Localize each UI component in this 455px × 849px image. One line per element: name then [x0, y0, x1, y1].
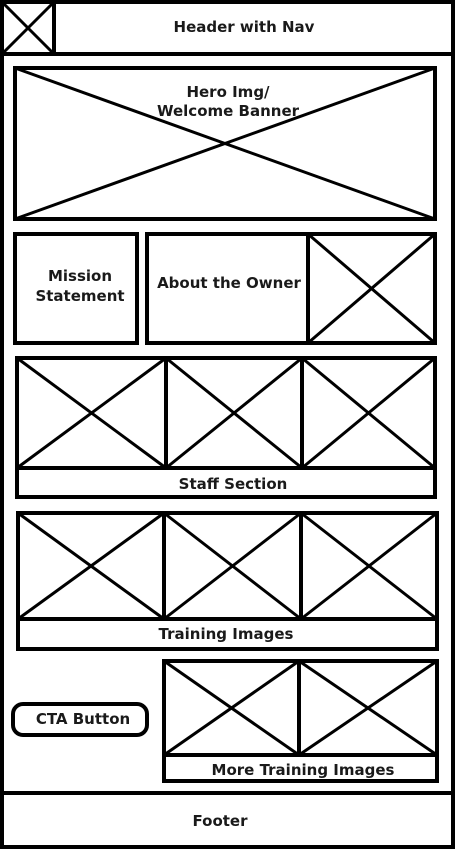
image-placeholder-icon	[162, 511, 303, 621]
hero-label-line1: Hero Img/	[186, 83, 270, 101]
image-placeholder-icon	[300, 356, 437, 470]
about-owner-section: About the Owner	[145, 232, 437, 345]
image-placeholder-icon	[15, 356, 168, 470]
staff-label: Staff Section	[179, 475, 288, 493]
hero-cross-line	[14, 66, 436, 221]
hero-banner: Hero Img/ Welcome Banner	[13, 66, 437, 221]
training-images-section: Training Images	[16, 511, 439, 651]
hero-label-line2: Welcome Banner	[157, 102, 300, 120]
header-nav[interactable]: Header with Nav	[0, 0, 455, 56]
owner-cross-line	[307, 232, 436, 345]
training-label: Training Images	[159, 625, 294, 643]
footer-box	[0, 791, 455, 849]
hero-box	[13, 66, 437, 221]
staff-section: Staff Section	[15, 356, 437, 499]
image-placeholder-icon	[0, 0, 56, 56]
staff-cross-line	[165, 356, 303, 470]
staff-cross-line	[16, 356, 167, 470]
image-placeholder-icon	[306, 232, 437, 345]
mission-box	[13, 232, 139, 345]
image-placeholder-icon	[16, 511, 166, 621]
more-training-image-box	[297, 659, 439, 757]
more-training-images-section: More Training Images	[162, 659, 439, 783]
header-label: Header with Nav	[174, 18, 315, 36]
logo-cross-line	[2, 2, 54, 54]
image-placeholder-icon	[299, 511, 439, 621]
training-image-box	[299, 511, 439, 621]
staff-cross-line	[301, 356, 436, 470]
mission-label-line2: Statement	[35, 287, 124, 305]
footer-label: Footer	[193, 812, 249, 830]
mission-statement-section: Mission Statement	[13, 232, 139, 345]
image-placeholder-icon	[297, 659, 439, 757]
cta-button-shape[interactable]	[11, 702, 149, 737]
about-label: About the Owner	[157, 274, 301, 292]
staff-image-box	[300, 356, 437, 470]
cta-button[interactable]: CTA Button	[11, 702, 149, 737]
owner-image-box	[306, 232, 437, 345]
more-training-cross-line	[163, 659, 300, 757]
training-cross-line	[163, 511, 302, 621]
cta-label[interactable]: CTA Button	[36, 710, 130, 728]
footer: Footer	[0, 791, 455, 849]
training-cross-line	[17, 511, 165, 621]
more-training-label: More Training Images	[212, 761, 395, 779]
training-cross-line	[300, 511, 438, 621]
mission-label-line1: Mission	[48, 267, 112, 285]
logo-placeholder-box	[0, 0, 56, 56]
image-placeholder-icon	[164, 356, 304, 470]
image-placeholder-icon	[162, 659, 301, 757]
more-training-cross-line	[298, 659, 438, 757]
